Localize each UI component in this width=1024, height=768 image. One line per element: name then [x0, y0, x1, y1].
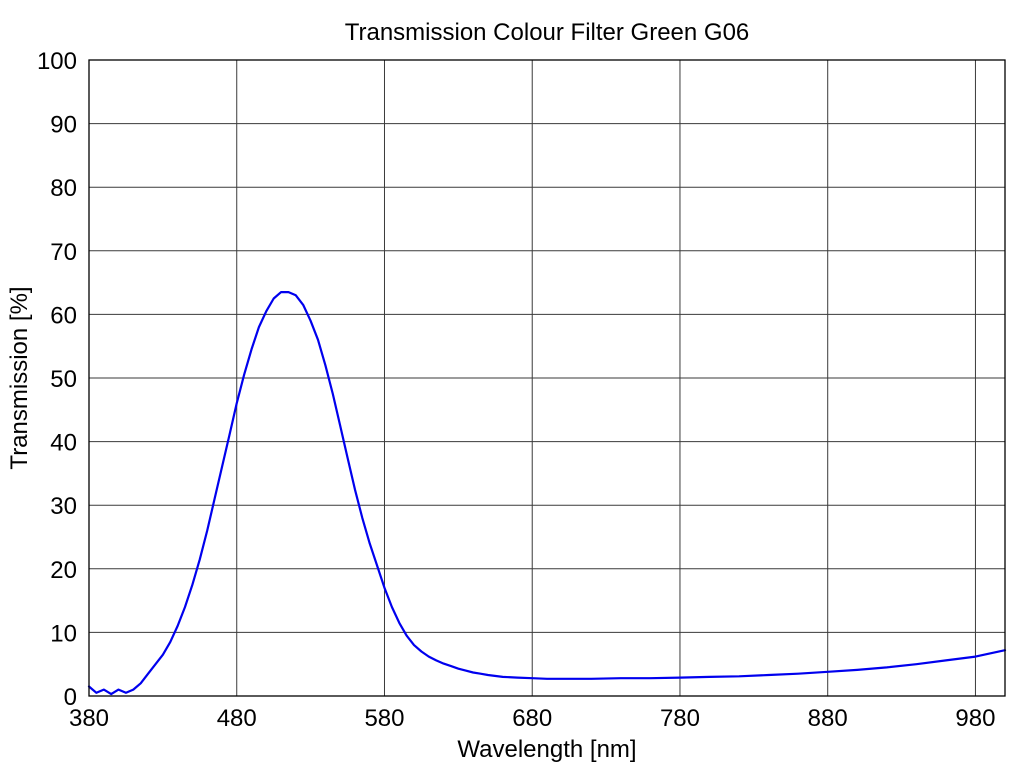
- chart-title: Transmission Colour Filter Green G06: [345, 19, 750, 46]
- x-tick-label-0: 380: [69, 705, 109, 732]
- x-tick-label-1: 480: [217, 705, 257, 732]
- y-tick-label-6: 60: [50, 302, 77, 329]
- x-tick-label-4: 780: [660, 705, 700, 732]
- y-tick-label-9: 90: [50, 112, 77, 139]
- y-tick-labels: 0 10 20 30 40 50 60 70 80 90 100: [37, 48, 77, 711]
- y-tick-label-3: 30: [50, 493, 77, 520]
- y-tick-label-7: 70: [50, 239, 77, 266]
- grid: [88, 59, 1005, 697]
- x-tick-label-3: 680: [512, 705, 552, 732]
- x-axis-title: Wavelength [nm]: [457, 736, 636, 763]
- y-tick-label-1: 10: [50, 620, 77, 647]
- y-axis-title: Transmission [%]: [6, 286, 33, 469]
- y-tick-label-2: 20: [50, 557, 77, 584]
- x-tick-labels: 380 480 580 680 780 880 980: [69, 705, 995, 732]
- x-tick-label-5: 880: [808, 705, 848, 732]
- y-tick-label-0: 0: [64, 684, 77, 711]
- x-tick-label-2: 580: [364, 705, 404, 732]
- x-tick-label-6: 980: [955, 705, 995, 732]
- plot-frame: [88, 59, 1006, 697]
- y-tick-label-10: 100: [37, 48, 77, 75]
- y-tick-label-5: 50: [50, 366, 77, 393]
- y-tick-label-4: 40: [50, 430, 77, 457]
- y-tick-label-8: 80: [50, 175, 77, 202]
- series-layer: [87, 291, 1007, 696]
- series-line-0: [87, 291, 1007, 696]
